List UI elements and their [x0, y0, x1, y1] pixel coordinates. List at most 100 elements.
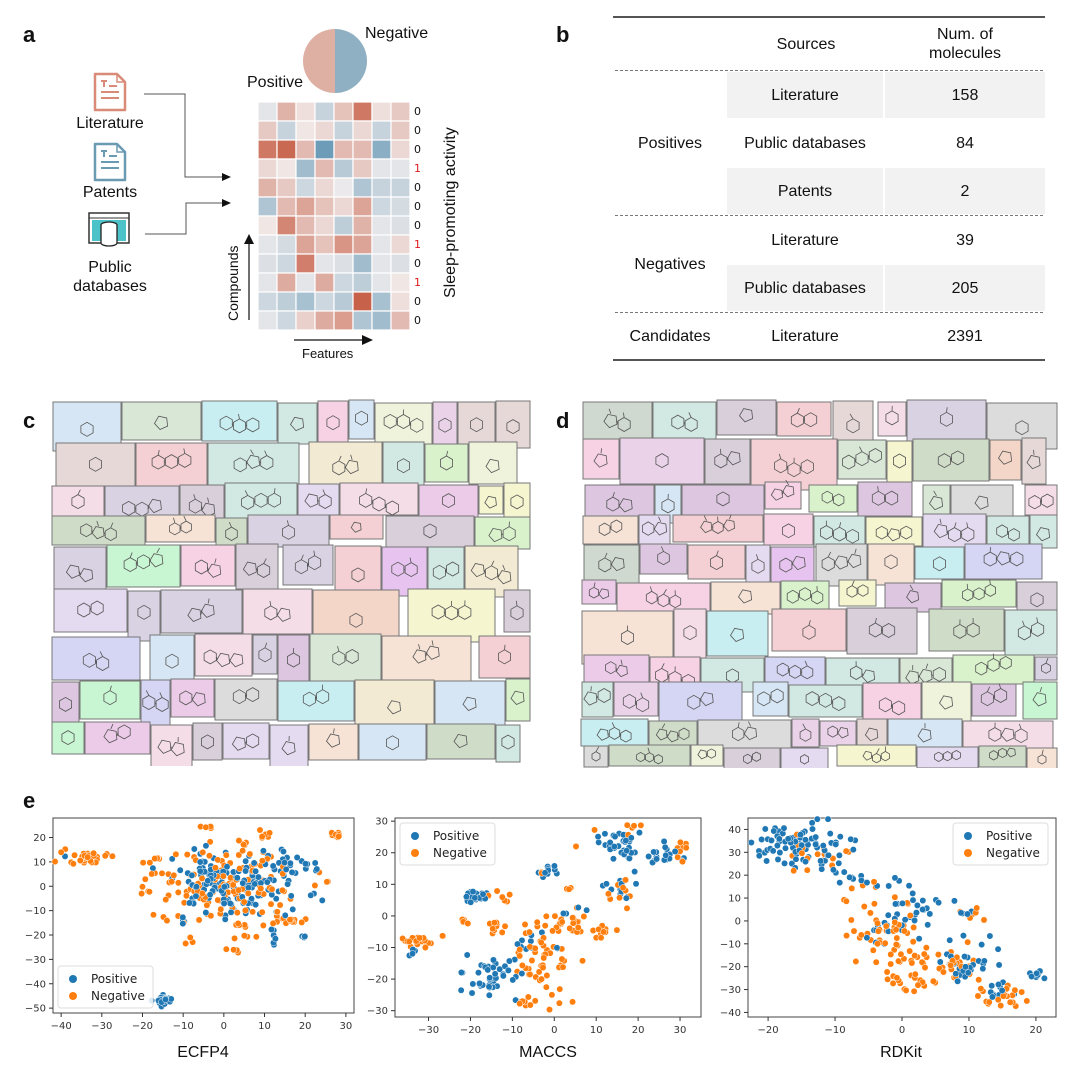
- molecule-tile: [581, 681, 614, 718]
- heatmap-cell: [295, 253, 316, 274]
- molecule-ring: [349, 612, 363, 628]
- point-negative: [518, 961, 526, 969]
- molecule-tile: [763, 513, 814, 546]
- point-positive: [301, 932, 309, 940]
- point-negative: [259, 922, 267, 929]
- point-positive: [836, 879, 844, 887]
- point-positive: [468, 989, 476, 997]
- heatmap-cell: [314, 120, 335, 141]
- molecule-tile: [503, 589, 531, 633]
- point-positive: [196, 858, 204, 866]
- molecule-ring: [170, 742, 185, 757]
- heatmap-cell: [390, 139, 410, 160]
- molecule-tile-bg: [582, 438, 620, 480]
- molecule-bond: [737, 722, 740, 728]
- molecule-ring: [290, 416, 305, 432]
- molecule-ring: [880, 751, 890, 762]
- point-positive: [964, 969, 972, 977]
- heatmap-cell: [314, 177, 335, 198]
- point-negative: [852, 958, 860, 965]
- point-negative: [985, 998, 993, 1006]
- point-negative: [235, 851, 243, 859]
- molecule-bond: [802, 723, 806, 730]
- point-negative: [231, 934, 238, 942]
- point-negative: [538, 975, 545, 983]
- molecule-bond: [804, 660, 808, 667]
- y-tick-label: −10: [25, 906, 46, 917]
- header-num-line1: Num. of: [936, 26, 993, 43]
- point-positive: [286, 859, 294, 867]
- point-positive: [269, 862, 277, 870]
- point-negative: [542, 983, 550, 991]
- point-positive: [818, 865, 826, 873]
- molecule-bond: [333, 728, 335, 734]
- molecule-tile-bg: [791, 718, 820, 748]
- point-positive: [583, 906, 591, 914]
- point-positive: [832, 840, 840, 848]
- point-positive: [484, 966, 492, 974]
- legend-label-negative: Negative: [433, 846, 487, 860]
- molecule-ring: [943, 751, 952, 762]
- molecule-tile-bg: [1022, 681, 1058, 720]
- point-negative: [183, 851, 191, 859]
- molecule-ring: [142, 695, 156, 710]
- point-negative: [498, 893, 506, 901]
- point-positive: [891, 874, 899, 882]
- point-negative: [857, 931, 865, 939]
- point-negative: [101, 852, 109, 860]
- table-group-rule-1: [615, 215, 1043, 216]
- molecule-tile-bg: [832, 400, 874, 446]
- point-positive: [905, 882, 913, 890]
- molecule-tile: [358, 723, 427, 761]
- features-arrow: [294, 335, 373, 345]
- point-positive: [812, 833, 820, 841]
- molecule-ring: [906, 590, 920, 604]
- molecule-ring: [103, 690, 117, 706]
- point-positive: [631, 868, 639, 876]
- heatmap-cell: [295, 177, 316, 198]
- scatter-points: [51, 823, 343, 1010]
- point-positive: [909, 889, 917, 897]
- point-positive: [603, 880, 610, 888]
- point-negative: [918, 958, 926, 966]
- heatmap-cell: [314, 234, 335, 255]
- molecule-tile: [916, 746, 979, 768]
- molecule-bond: [608, 408, 612, 414]
- molecule-tile: [478, 635, 531, 679]
- point-negative: [1023, 997, 1031, 1005]
- y-tick-label: −20: [720, 962, 741, 973]
- point-negative: [84, 853, 92, 861]
- heatmap-cell: [276, 253, 297, 274]
- molecule-tile: [474, 516, 531, 550]
- molecule-tile: [752, 681, 789, 717]
- point-negative: [623, 904, 631, 912]
- molecule-bond: [755, 554, 759, 560]
- molecule-ring: [868, 622, 882, 638]
- point-positive: [486, 974, 494, 982]
- molecule-ring: [730, 627, 745, 642]
- point-negative: [335, 832, 343, 840]
- y-tick-label: −50: [25, 1004, 46, 1015]
- scatter-maccs: −30 −20 −10 0 10 20 30 −30 −20 −10 0 10 20 30 Positive…: [367, 817, 702, 1036]
- molecule-bond: [703, 515, 707, 521]
- molecule-ring: [246, 687, 260, 703]
- point-negative: [613, 926, 621, 934]
- molecule-bond: [660, 546, 664, 552]
- molecule-tile-bg: [495, 724, 521, 763]
- molecule-tile: [121, 401, 202, 441]
- molecule-ring: [267, 492, 281, 508]
- point-positive: [496, 965, 504, 973]
- molecule-tile-bg: [581, 681, 614, 718]
- molecule-ring: [947, 527, 962, 543]
- molecule-ring: [933, 523, 948, 539]
- molecule-ring: [484, 565, 499, 581]
- point-negative: [76, 857, 84, 864]
- point-negative: [69, 860, 77, 868]
- molecule-ring: [700, 520, 713, 534]
- point-negative: [323, 878, 331, 886]
- molecule-tile: [140, 679, 171, 726]
- molecule-tile-bg: [474, 516, 531, 550]
- table-group-rule-2: [615, 312, 1043, 313]
- point-positive: [311, 859, 319, 867]
- table-top-rule: [613, 16, 1045, 18]
